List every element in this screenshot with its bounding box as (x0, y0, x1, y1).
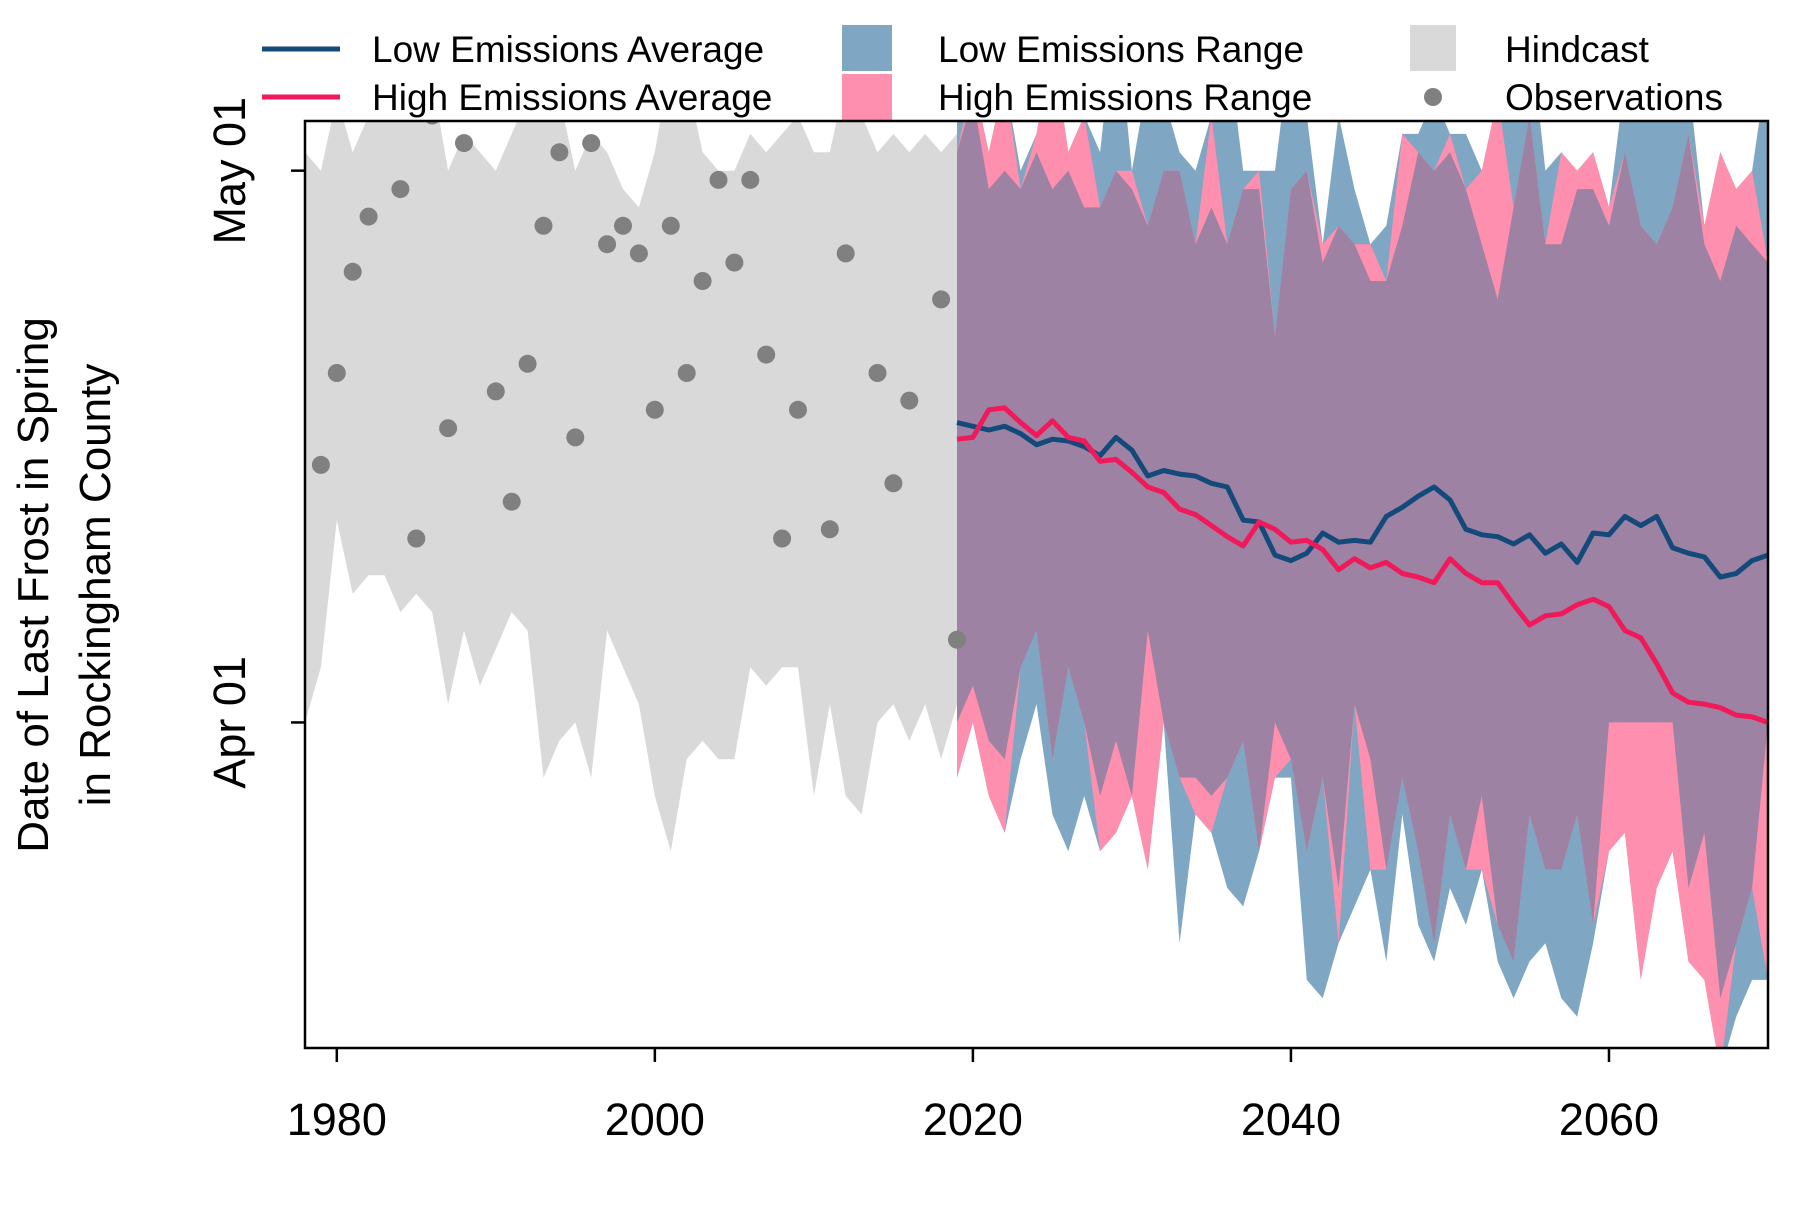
observation-point (677, 364, 696, 382)
plot-marks (305, 33, 1768, 1048)
observation-point (725, 253, 744, 272)
observation-point (518, 354, 537, 373)
x-tick-label: 2000 (605, 1094, 705, 1145)
observation-point (534, 216, 553, 235)
x-tick-label: 1980 (287, 1094, 387, 1145)
observation-point (661, 216, 680, 235)
y-tick-label: Apr 01 (204, 656, 255, 789)
observation-point (614, 216, 632, 235)
observation-point (311, 455, 330, 474)
observation-point (598, 235, 617, 254)
observation-point (566, 428, 585, 447)
observation-point (820, 520, 839, 539)
observation-point (948, 630, 966, 649)
range-overlap-band (957, 121, 1768, 999)
legend-hindcast-label: Hindcast (1505, 29, 1650, 70)
y-axis-title-line1: Date of Last Frost in Spring (9, 317, 58, 853)
observation-point (932, 290, 951, 309)
observation-point (486, 382, 505, 401)
axes: 1980 2000 2020 2040 2060 Apr 01 May 01 (204, 97, 1770, 1145)
y-axis-title: Date of Last Frost in Spring in Rockingh… (9, 317, 120, 853)
hindcast-band (305, 121, 957, 852)
legend-observations-swatch (1424, 88, 1442, 106)
x-tick-label: 2040 (1241, 1094, 1341, 1145)
observation-point (629, 244, 648, 263)
observation-point (502, 492, 521, 511)
plot-frame (303, 119, 1770, 1050)
legend-high-range-label: High Emissions Range (938, 77, 1312, 118)
legend-low-range-swatch (842, 25, 892, 71)
observation-point (439, 419, 458, 438)
legend-low-avg-label: Low Emissions Average (372, 29, 764, 70)
observation-point (359, 207, 378, 226)
observation-point (391, 180, 410, 199)
observation-point (868, 364, 887, 382)
y-axis-title-line2: in Rockingham County (71, 364, 120, 807)
observation-point (693, 272, 712, 290)
observation-point (805, 61, 823, 79)
observation-point (789, 400, 807, 419)
high-emissions-average-line (956, 405, 1768, 725)
x-tick-label: 2060 (1559, 1094, 1659, 1145)
observation-point (645, 400, 664, 419)
observation-point (916, 33, 934, 51)
observation-point (773, 529, 792, 548)
observation-point (343, 262, 362, 281)
observation-point (836, 244, 855, 263)
legend-high-avg-label: High Emissions Average (372, 77, 772, 118)
observation-point (741, 170, 760, 189)
plot-area (305, 33, 1768, 1048)
legend-low-range-label: Low Emissions Range (938, 29, 1304, 70)
legend: Low Emissions Average High Emissions Ave… (262, 25, 1723, 120)
observation-point (327, 364, 346, 382)
legend-high-range-swatch (842, 74, 892, 120)
observation-point (900, 391, 919, 410)
observation-point (582, 134, 601, 153)
y-tick-label: May 01 (204, 97, 255, 245)
x-tick-label: 2020 (923, 1094, 1023, 1145)
observation-point (455, 134, 473, 153)
observation-point (884, 474, 903, 493)
observation-point (407, 529, 426, 548)
legend-hindcast-swatch (1410, 25, 1456, 71)
observation-point (709, 170, 728, 189)
observation-point (757, 345, 776, 364)
legend-observations-label: Observations (1505, 77, 1723, 118)
observation-point (550, 143, 569, 162)
